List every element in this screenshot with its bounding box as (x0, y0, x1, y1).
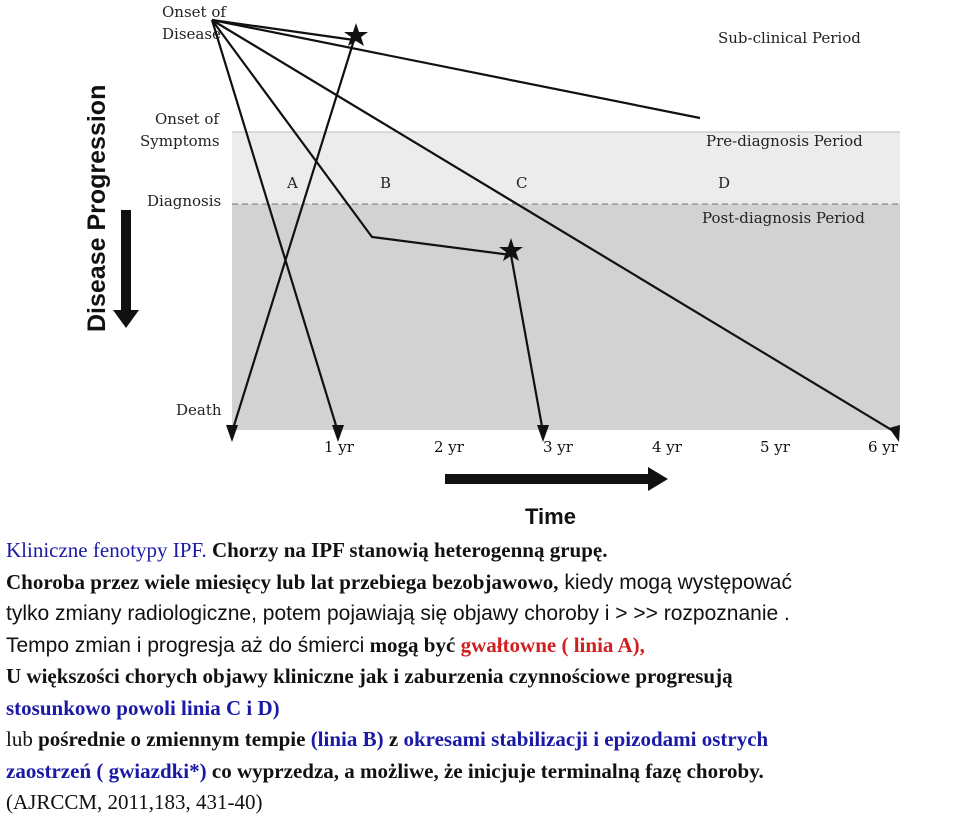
arrowhead-a (332, 425, 344, 442)
onset-of-disease-label-2: Disease (162, 25, 221, 43)
caption-citation: (AJRCCM, 2011,183, 431-40) (6, 790, 263, 814)
line-c (211, 18, 355, 42)
caption-title: Kliniczne fenotypy IPF. (6, 538, 207, 562)
time-tick-3: 3 yr (543, 438, 574, 456)
caption-line-7: lub pośrednie o zmiennym tempie (linia B… (6, 724, 956, 756)
caption-line-5: U większości chorych objawy kliniczne ja… (6, 664, 733, 688)
caption-stabilization-text: okresami stabilizacji i epizodami ostryc… (398, 727, 769, 751)
caption-z-text: z (383, 727, 399, 751)
line-label-b: B (380, 174, 391, 192)
time-tick-4: 4 yr (652, 438, 683, 456)
pre-diagnosis-period-label: Pre-diagnosis Period (706, 132, 863, 150)
post-diagnosis-period-label: Post-diagnosis Period (702, 209, 865, 227)
caption: Kliniczne fenotypy IPF. Chorzy na IPF st… (6, 535, 956, 819)
caption-rapid-text: gwałtowne ( linia A), (455, 632, 645, 657)
time-tick-2: 2 yr (434, 438, 465, 456)
y-axis-label: Disease Progression (83, 85, 111, 332)
line-label-a: A (286, 174, 298, 192)
progression-lines (210, 18, 896, 433)
line-b (211, 19, 545, 433)
caption-exacerbation-text: zaostrzeń ( gwiazdki*) (6, 758, 207, 783)
caption-line-3: tylko zmiany radiologiczne, potem pojawi… (6, 602, 790, 625)
arrowhead-d (889, 425, 900, 442)
time-tick-6: 6 yr (868, 438, 899, 456)
line-d (211, 19, 896, 433)
line-label-d: D (718, 174, 730, 192)
line-c-drop (230, 39, 356, 433)
caption-radiologic-text: kiedy mogą występować (558, 570, 792, 594)
caption-terminal-text: co wyprzedza, a możliwe, że inicjuje ter… (206, 758, 764, 783)
death-label: Death (176, 401, 222, 419)
line-label-c: C (516, 174, 527, 192)
caption-line-8: zaostrzeń ( gwiazdki*) co wyprzedza, a m… (6, 756, 956, 788)
star-icon (344, 23, 368, 46)
star-icon (499, 238, 523, 261)
caption-tempo-text: Tempo zmian i progresja aż do śmierci (6, 633, 365, 657)
x-axis-label: Time (525, 504, 576, 529)
caption-line-2: Choroba przez wiele miesięcy lub lat prz… (6, 567, 956, 599)
time-tick-1: 1 yr (324, 438, 355, 456)
caption-subtitle: Chorzy na IPF stanowią heterogenną grupę… (206, 538, 608, 562)
diagnosis-label: Diagnosis (147, 192, 221, 210)
time-tick-5: 5 yr (760, 438, 791, 456)
caption-line-6: stosunkowo powoli linia C i D) (6, 695, 280, 720)
post-diagnosis-band (232, 204, 900, 430)
onset-of-disease-label-1: Onset of (162, 3, 227, 21)
line-a (210, 19, 340, 433)
pre-diagnosis-band (232, 132, 900, 204)
line-subclinical (211, 18, 701, 120)
caption-maybe-text: mogą być (364, 632, 456, 657)
caption-line-b-text: (linia B) (305, 727, 384, 751)
right-arrow-icon (445, 467, 668, 491)
caption-intermediate-text: pośrednie o zmiennym tempie (32, 727, 306, 751)
caption-line-4: Tempo zmian i progresja aż do śmierci mo… (6, 630, 956, 662)
caption-or-text: lub (6, 727, 33, 751)
disease-progression-diagram: Onset of Disease Onset of Symptoms Diagn… (83, 3, 900, 529)
onset-of-symptoms-label-2: Symptoms (140, 132, 220, 150)
down-arrow-icon (113, 210, 139, 328)
caption-asymptomatic-text: Choroba przez wiele miesięcy lub lat prz… (6, 569, 559, 594)
arrowhead-c (226, 425, 238, 442)
onset-of-symptoms-label-1: Onset of (155, 110, 220, 128)
caption-line-1: Kliniczne fenotypy IPF. Chorzy na IPF st… (6, 535, 956, 567)
arrowhead-b (537, 425, 549, 442)
sub-clinical-period-label: Sub-clinical Period (718, 29, 861, 47)
